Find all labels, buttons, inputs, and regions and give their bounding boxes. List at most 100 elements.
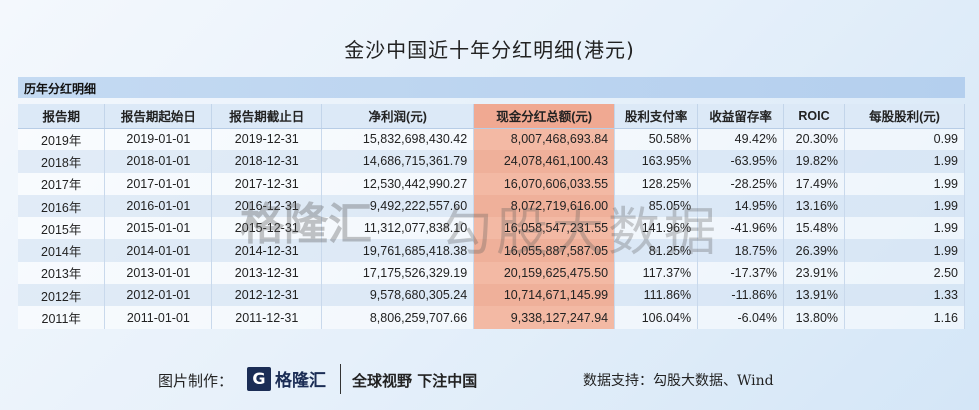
- table-cell: 81.25%: [614, 239, 699, 262]
- table-cell: 9,338,127,247.94: [473, 306, 616, 329]
- table-cell: 2016年: [18, 194, 106, 218]
- table-cell: 2018年: [18, 150, 106, 173]
- table-cell: 14,686,715,361.79: [321, 150, 475, 173]
- table-row: 2012年 2012-01-01 2012-12-31 9,578,680,305.2…: [18, 284, 965, 307]
- logo-g-icon: G: [247, 366, 271, 391]
- table-cell: 8,072,719,616.00: [473, 194, 616, 218]
- table-cell: 2011-01-01: [104, 306, 213, 329]
- table-cell: 2015年: [18, 217, 106, 240]
- column-header: 收益留存率: [697, 104, 785, 129]
- table-cell: 85.05%: [614, 194, 699, 218]
- table-cell: 2019-12-31: [211, 128, 323, 151]
- table-cell: 2016-01-01: [104, 194, 213, 218]
- column-header: 报告期: [18, 104, 106, 129]
- table-cell: 16,055,887,587.05: [473, 239, 616, 262]
- table-cell: 19,761,685,418.38: [321, 239, 475, 262]
- table-cell: 128.25%: [614, 172, 699, 195]
- divider: [340, 364, 341, 394]
- table-cell: -63.95%: [697, 150, 785, 173]
- table-cell: 11,312,077,838.10: [321, 217, 475, 240]
- table-cell: 2013-12-31: [211, 261, 323, 285]
- table-row: 2011年 2011-01-01 2011-12-31 8,806,259,707.6…: [18, 306, 965, 329]
- made-by-label: 图片制作：: [158, 372, 234, 390]
- table-cell: 2013年: [18, 261, 106, 285]
- table-row: 2019年 2019-01-01 2019-12-31 15,832,698,430.…: [18, 128, 965, 151]
- table-cell: 8,806,259,707.66: [321, 306, 475, 329]
- table-cell: 24,078,461,100.43: [473, 150, 616, 173]
- table-cell: 111.86%: [614, 284, 699, 307]
- table-cell: 2.50: [844, 261, 965, 285]
- table-cell: 141.96%: [614, 217, 699, 240]
- table-cell: 117.37%: [614, 261, 699, 285]
- table-cell: 1.99: [844, 172, 965, 195]
- table-cell: -11.86%: [697, 284, 785, 307]
- table-cell: -6.04%: [697, 306, 785, 329]
- table-cell: 106.04%: [614, 306, 699, 329]
- table-cell: 2015-12-31: [211, 217, 323, 240]
- table-cell: 18.75%: [697, 239, 785, 262]
- table-cell: 2017-01-01: [104, 172, 213, 195]
- table-cell: 2013-01-01: [104, 261, 213, 285]
- table-cell: 2018-01-01: [104, 150, 213, 173]
- table-cell: 12,530,442,990.27: [321, 172, 475, 195]
- column-header: 报告期起始日: [104, 104, 213, 129]
- table-cell: 1.99: [844, 217, 965, 240]
- table-cell: 20,159,625,475.50: [473, 261, 616, 285]
- page-title: 金沙中国近十年分红明细(港元): [344, 38, 635, 62]
- column-header: 现金分红总额(元): [473, 104, 616, 129]
- table-cell: 1.99: [844, 239, 965, 262]
- table-cell: 14.95%: [697, 194, 785, 218]
- table-cell: 49.42%: [697, 128, 785, 151]
- table-cell: 2014年: [18, 239, 106, 262]
- table-cell: 1.33: [844, 284, 965, 307]
- table-cell: 26.39%: [783, 239, 846, 262]
- table-cell: 17,175,526,329.19: [321, 261, 475, 285]
- table-cell: 1.16: [844, 306, 965, 329]
- logo-name: 格隆汇: [275, 371, 326, 391]
- table-row: 2018年 2018-01-01 2018-12-31 14,686,715,361.…: [18, 150, 965, 173]
- table-cell: 0.99: [844, 128, 965, 151]
- table-cell: 13.91%: [783, 284, 846, 307]
- data-source: 数据支持：勾股大数据、Wind: [583, 373, 774, 389]
- table-cell: 19.82%: [783, 150, 846, 173]
- table-cell: 1.99: [844, 194, 965, 218]
- table-cell: 2019年: [18, 128, 106, 151]
- column-header: 每股股利(元): [844, 104, 965, 129]
- table-cell: 17.49%: [783, 172, 846, 195]
- table-cell: 163.95%: [614, 150, 699, 173]
- table-cell: 2011年: [18, 306, 106, 329]
- table-cell: 13.80%: [783, 306, 846, 329]
- table-row: 2013年 2013-01-01 2013-12-31 17,175,526,329.…: [18, 261, 965, 285]
- table-cell: 2017年: [18, 172, 106, 195]
- table-cell: 13.16%: [783, 194, 846, 218]
- table-header-row: 报告期 报告期起始日 报告期截止日 净利润(元) 现金分红总额(元) 股利支付率 收益留存率…: [18, 104, 965, 129]
- table-cell: 1.99: [844, 150, 965, 173]
- table-cell: 8,007,468,693.84: [473, 128, 616, 151]
- column-header: 股利支付率: [614, 104, 699, 129]
- slogan: 全球视野 下注中国: [352, 372, 478, 390]
- table-cell: 2012-01-01: [104, 284, 213, 307]
- column-header: 报告期截止日: [211, 104, 323, 129]
- dividend-table: 报告期 报告期起始日 报告期截止日 净利润(元) 现金分红总额(元) 股利支付率 收益留存率…: [18, 104, 965, 329]
- table-cell: -28.25%: [697, 172, 785, 195]
- table-cell: 50.58%: [614, 128, 699, 151]
- table-cell: 2017-12-31: [211, 172, 323, 195]
- table-cell: 15,832,698,430.42: [321, 128, 475, 151]
- column-header: 净利润(元): [321, 104, 475, 129]
- table-cell: 10,714,671,145.99: [473, 284, 616, 307]
- table-cell: 2012-12-31: [211, 284, 323, 307]
- table-cell: 2012年: [18, 284, 106, 307]
- column-header: ROIC: [783, 104, 846, 129]
- table-cell: 2014-01-01: [104, 239, 213, 262]
- table-cell: 2011-12-31: [211, 306, 323, 329]
- table-cell: -17.37%: [697, 261, 785, 285]
- section-header: 历年分红明细: [18, 77, 965, 98]
- table-cell: 20.30%: [783, 128, 846, 151]
- table-row: 2015年 2015-01-01 2015-12-31 11,312,077,838.…: [18, 217, 965, 240]
- table-cell: 16,070,606,033.55: [473, 172, 616, 195]
- table-cell: 23.91%: [783, 261, 846, 285]
- table-row: 2014年 2014-01-01 2014-12-31 19,761,685,418.…: [18, 239, 965, 262]
- table-cell: 2015-01-01: [104, 217, 213, 240]
- table-cell: 16,058,547,231.55: [473, 217, 616, 240]
- table-cell: 2018-12-31: [211, 150, 323, 173]
